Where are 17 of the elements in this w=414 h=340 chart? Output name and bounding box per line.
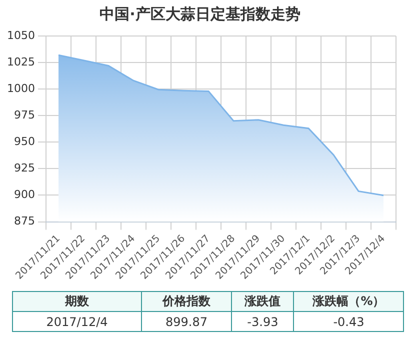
text: 涨跌幅（%） — [294, 292, 404, 312]
y-tick-label: 1000 — [6, 82, 35, 95]
y-tick-label: 975 — [14, 108, 35, 122]
y-tick-label: 900 — [14, 188, 35, 202]
text: 2017/12/4 — [12, 312, 142, 332]
text: -3.93 — [231, 312, 294, 332]
text: 涨跌值 — [231, 292, 294, 312]
text: 899.87 — [142, 312, 232, 332]
text: 期数 — [12, 292, 142, 312]
text: 价格指数 — [142, 292, 232, 312]
y-tick-label: 875 — [14, 214, 35, 228]
text: -0.43 — [294, 312, 404, 332]
y-tick-label: 925 — [14, 162, 35, 175]
y-tick-label: 1050 — [6, 28, 35, 42]
y-tick-label: 950 — [14, 135, 35, 148]
chart-title: 中国·产区大蒜日定基指数走势 — [100, 4, 300, 23]
y-tick-label: 1025 — [6, 55, 35, 68]
